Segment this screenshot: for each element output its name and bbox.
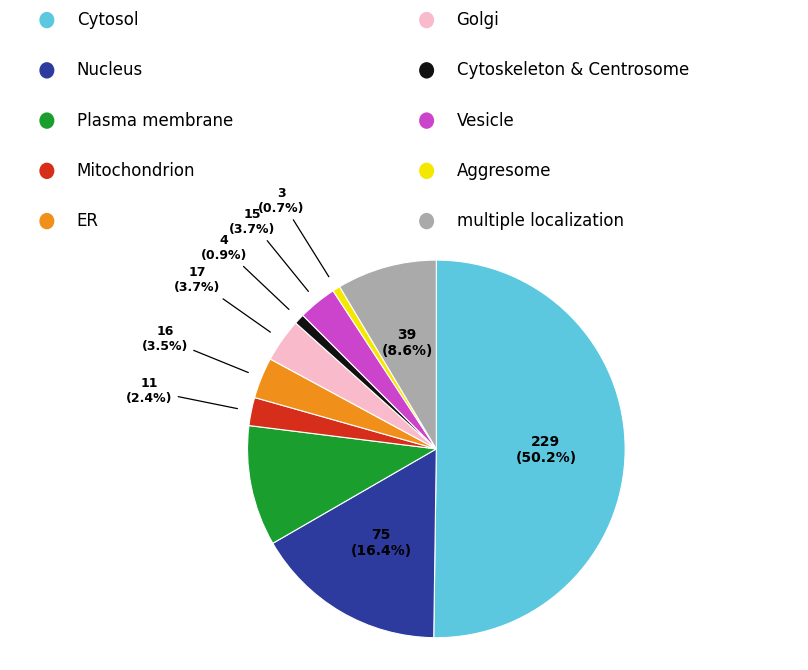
Text: 47
(10.3%): 47 (10.3%) (298, 456, 360, 486)
Text: 229
(50.2%): 229 (50.2%) (516, 435, 576, 465)
Text: Vesicle: Vesicle (457, 112, 514, 129)
Text: Aggresome: Aggresome (457, 162, 551, 180)
Text: Cytosol: Cytosol (77, 11, 138, 29)
Text: 16
(3.5%): 16 (3.5%) (142, 325, 248, 373)
Text: 3
(0.7%): 3 (0.7%) (258, 187, 329, 277)
Wedge shape (303, 291, 436, 449)
Wedge shape (339, 260, 436, 449)
Text: Mitochondrion: Mitochondrion (77, 162, 196, 180)
Wedge shape (247, 425, 436, 543)
Text: 11
(2.4%): 11 (2.4%) (126, 377, 238, 409)
Text: 17
(3.7%): 17 (3.7%) (174, 267, 271, 332)
Text: Cytoskeleton & Centrosome: Cytoskeleton & Centrosome (457, 62, 688, 79)
Wedge shape (270, 323, 436, 449)
Text: 4
(0.9%): 4 (0.9%) (200, 234, 289, 310)
Text: 15
(3.7%): 15 (3.7%) (229, 208, 309, 291)
Wedge shape (296, 316, 436, 449)
Text: Plasma membrane: Plasma membrane (77, 112, 233, 129)
Wedge shape (249, 397, 436, 449)
Wedge shape (333, 287, 436, 449)
Wedge shape (255, 359, 436, 449)
Text: multiple localization: multiple localization (457, 212, 624, 230)
Wedge shape (273, 449, 436, 638)
Text: Nucleus: Nucleus (77, 62, 143, 79)
Wedge shape (434, 260, 625, 638)
Text: Golgi: Golgi (457, 11, 499, 29)
Text: 75
(16.4%): 75 (16.4%) (351, 528, 411, 559)
Text: ER: ER (77, 212, 99, 230)
Text: 39
(8.6%): 39 (8.6%) (381, 328, 433, 358)
